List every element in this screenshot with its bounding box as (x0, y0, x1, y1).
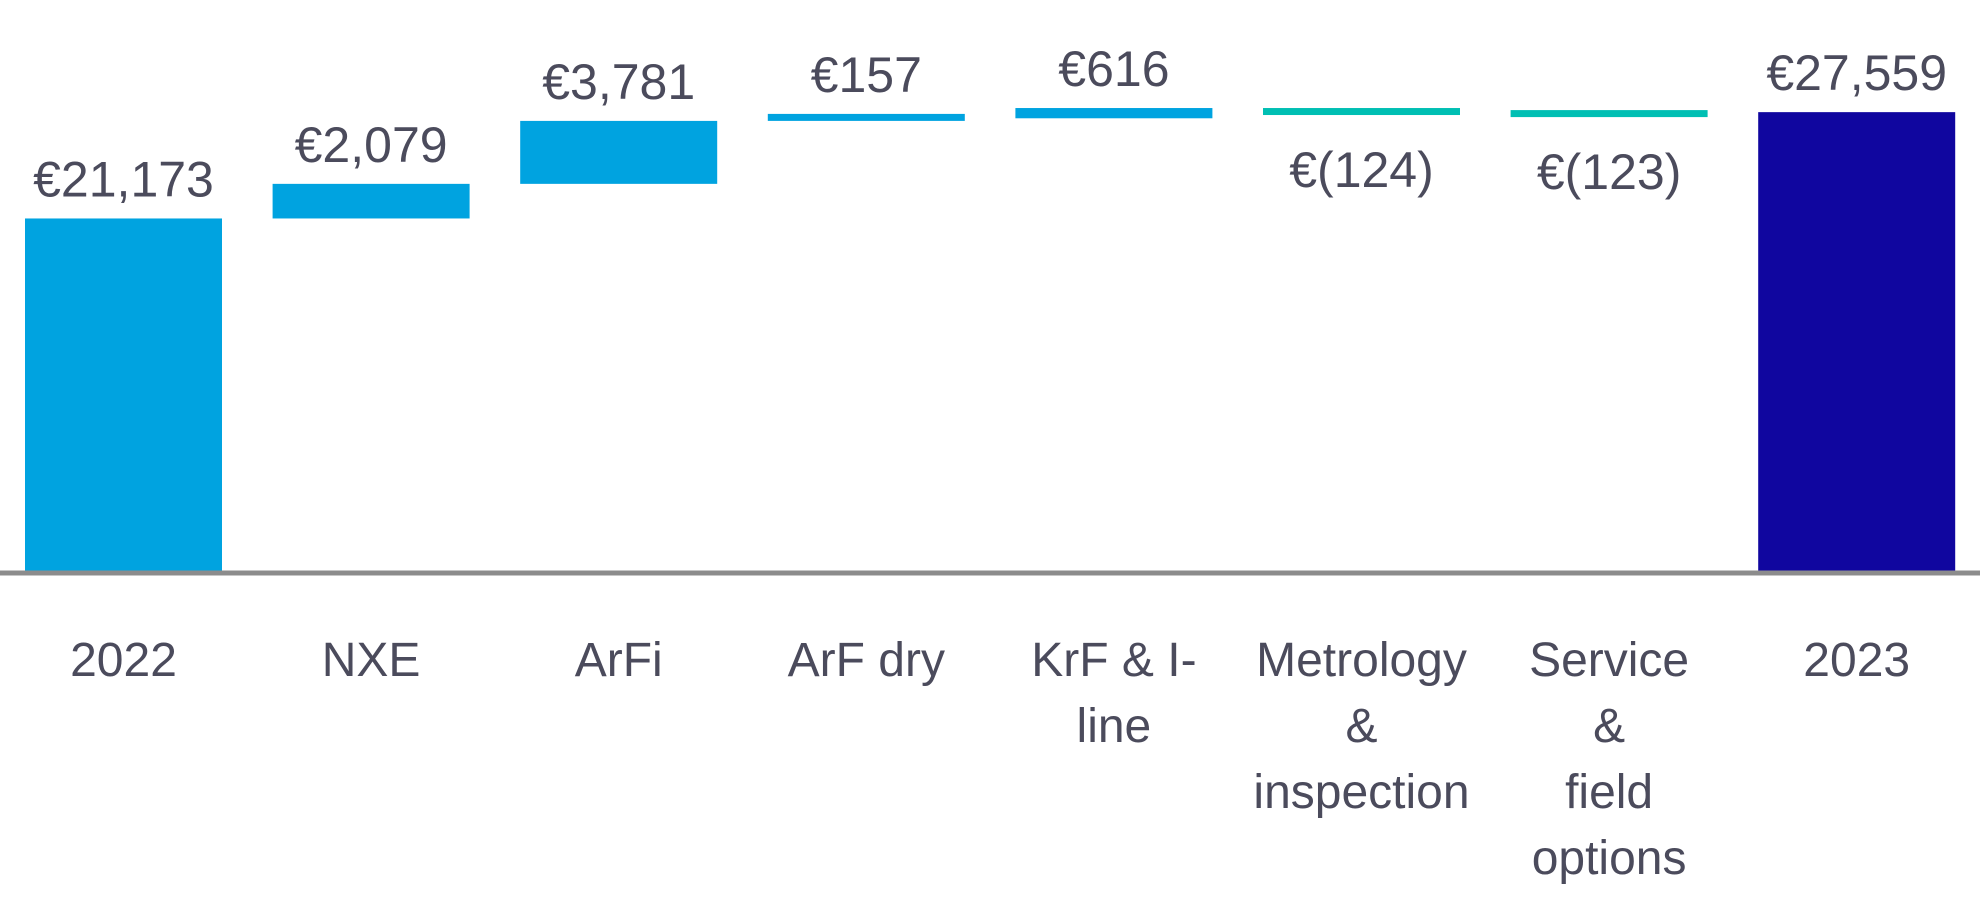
category-label-line: line (1077, 700, 1152, 753)
bar-4 (767, 113, 965, 121)
category-label-line: Metrology (1256, 634, 1467, 687)
category-label-line: ArF dry (788, 634, 945, 687)
category-label-line: 2023 (1803, 634, 1910, 687)
data-label: €(124) (1289, 142, 1434, 198)
bar-3 (520, 120, 718, 184)
bar-6 (1263, 108, 1460, 116)
category-label: ArFi (575, 634, 663, 687)
category-label: ArF dry (788, 634, 945, 687)
data-label: €157 (811, 47, 922, 103)
category-label: Service & field options (1529, 634, 1689, 885)
category-label: 2023 (1803, 634, 1910, 687)
category-label: Metrology & inspection (1253, 634, 1469, 819)
category-label-line: options (1532, 832, 1687, 885)
category-label-line: 2022 (70, 634, 177, 687)
category-label-line: field (1565, 766, 1653, 819)
category-label-line: Service (1529, 634, 1689, 687)
data-label: €616 (1058, 41, 1169, 97)
category-label-line: NXE (322, 634, 421, 687)
bar-8 (1758, 112, 1956, 572)
category-label: NXE (322, 634, 421, 687)
data-label: €27,559 (1766, 45, 1947, 101)
data-label: €(123) (1537, 144, 1682, 200)
category-label-line: ArFi (575, 634, 663, 687)
category-label: 2022 (70, 634, 177, 687)
data-label: €21,173 (33, 151, 214, 207)
data-label: €2,079 (295, 117, 448, 173)
category-label-line: & (1593, 700, 1625, 753)
category-label-line: inspection (1253, 766, 1469, 819)
bar-7 (1510, 110, 1708, 118)
category-label-line: & (1345, 700, 1377, 753)
category-label-line: KrF & I- (1031, 634, 1196, 687)
bar-1 (25, 218, 222, 571)
category-label: KrF & I-line (1031, 634, 1196, 753)
data-label: €3,781 (542, 54, 695, 110)
bar-5 (1015, 108, 1213, 119)
bar-2 (272, 183, 470, 219)
